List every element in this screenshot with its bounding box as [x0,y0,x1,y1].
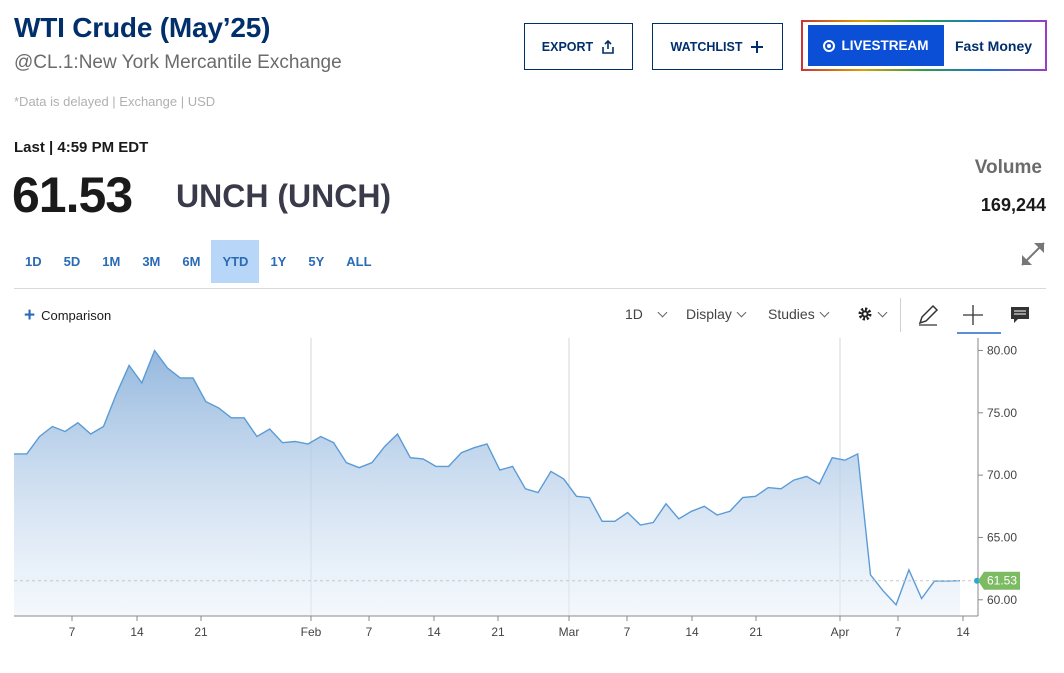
range-tab-5y[interactable]: 5Y [308,254,325,269]
gear-icon [858,307,872,321]
watchlist-label: WATCHLIST [670,39,743,54]
y-tick-label: 65.00 [987,530,1017,544]
last-value-dot [974,577,980,584]
range-tab-1y[interactable]: 1Y [270,254,287,269]
comment-icon[interactable] [1006,302,1034,328]
livestream-button[interactable]: LIVESTREAM [808,25,944,66]
range-tab-all[interactable]: ALL [346,254,372,269]
toolbar-divider [14,288,1046,289]
export-button[interactable]: EXPORT [524,23,633,70]
studies-label: Studies [768,306,815,322]
price-area [14,350,960,616]
price-series-line [14,349,961,607]
range-tab-ytd[interactable]: YTD [211,240,260,283]
interval-label: 1D [625,306,643,322]
last-value-badge [978,571,1020,590]
livestream-show-name[interactable]: Fast Money [955,38,1033,54]
range-tab-1m[interactable]: 1M [102,254,121,269]
studies-dropdown[interactable]: Studies [768,306,830,322]
display-dropdown[interactable]: Display [686,306,747,322]
share-icon [602,39,615,54]
x-tick-label: Mar [559,625,580,639]
x-tick-label: 14 [685,625,699,639]
crosshair-active-indicator [957,332,1001,334]
x-tick-label: 21 [491,625,505,639]
export-label: EXPORT [541,39,594,54]
x-tick-label: 14 [130,625,144,639]
comparison-label: Comparison [41,308,112,323]
last-price: 61.53 [12,167,133,223]
range-tab-5d[interactable]: 5D [63,254,81,269]
x-tick-label: 7 [895,625,902,639]
last-trade-label: Last | 4:59 PM EDT [14,139,149,156]
x-tick-label: 7 [624,625,631,639]
price-change: UNCH (UNCH) [176,178,392,214]
livestream-label: LIVESTREAM [841,38,929,53]
plus-icon [751,40,764,53]
chart-toolbar: + Comparison 1D Display Studies [14,296,1046,336]
volume-label: Volume [974,157,1042,178]
watchlist-button[interactable]: WATCHLIST [652,23,783,70]
price-chart[interactable]: 80.00 75.00 70.00 65.00 60.00 7 14 21 Feb 7 14 21 Ma… [0,336,1064,656]
interval-dropdown[interactable]: 1D [625,306,668,322]
settings-dropdown[interactable] [857,306,888,322]
x-tick-label: Apr [831,625,850,639]
chevron-down-icon [877,307,888,317]
x-tick-label: 14 [427,625,441,639]
plus-icon: + [24,304,36,326]
live-radio-icon [823,39,836,52]
crosshair-icon[interactable] [959,302,987,328]
x-tick-label: 7 [366,625,373,639]
chevron-down-icon [657,307,668,317]
display-label: Display [686,306,732,322]
instrument-subtitle: @CL.1:New York Mercantile Exchange [14,52,342,73]
x-tick-label: 14 [956,625,970,639]
pencil-icon[interactable] [914,302,942,328]
range-tab-1d[interactable]: 1D [25,254,42,269]
y-tick-label: 75.00 [987,406,1017,420]
livestream-panel: LIVESTREAM Fast Money [801,20,1047,71]
time-range-tabs: 1D 5D 1M 3M 6M YTD 1Y 5Y ALL [14,240,383,283]
range-tab-6m[interactable]: 6M [182,254,201,269]
x-tick-label: 21 [749,625,763,639]
last-value-label: 61.53 [987,574,1017,588]
range-tab-3m[interactable]: 3M [142,254,161,269]
data-delay-note: *Data is delayed | Exchange | USD [14,94,216,109]
y-tick-label: 70.00 [987,468,1017,482]
comparison-button[interactable]: + Comparison [24,304,112,326]
volume-value: 169,244 [980,195,1046,215]
x-tick-label: 7 [69,625,76,639]
y-tick-label: 80.00 [987,343,1017,357]
chevron-down-icon [819,307,830,317]
expand-icon[interactable] [1018,239,1048,269]
x-tick-label: Feb [301,625,322,639]
instrument-title: WTI Crude (May’25) [14,12,271,43]
chevron-down-icon [736,307,747,317]
toolbar-separator [900,298,901,332]
x-tick-label: 21 [194,625,208,639]
y-tick-label: 60.00 [987,593,1017,607]
